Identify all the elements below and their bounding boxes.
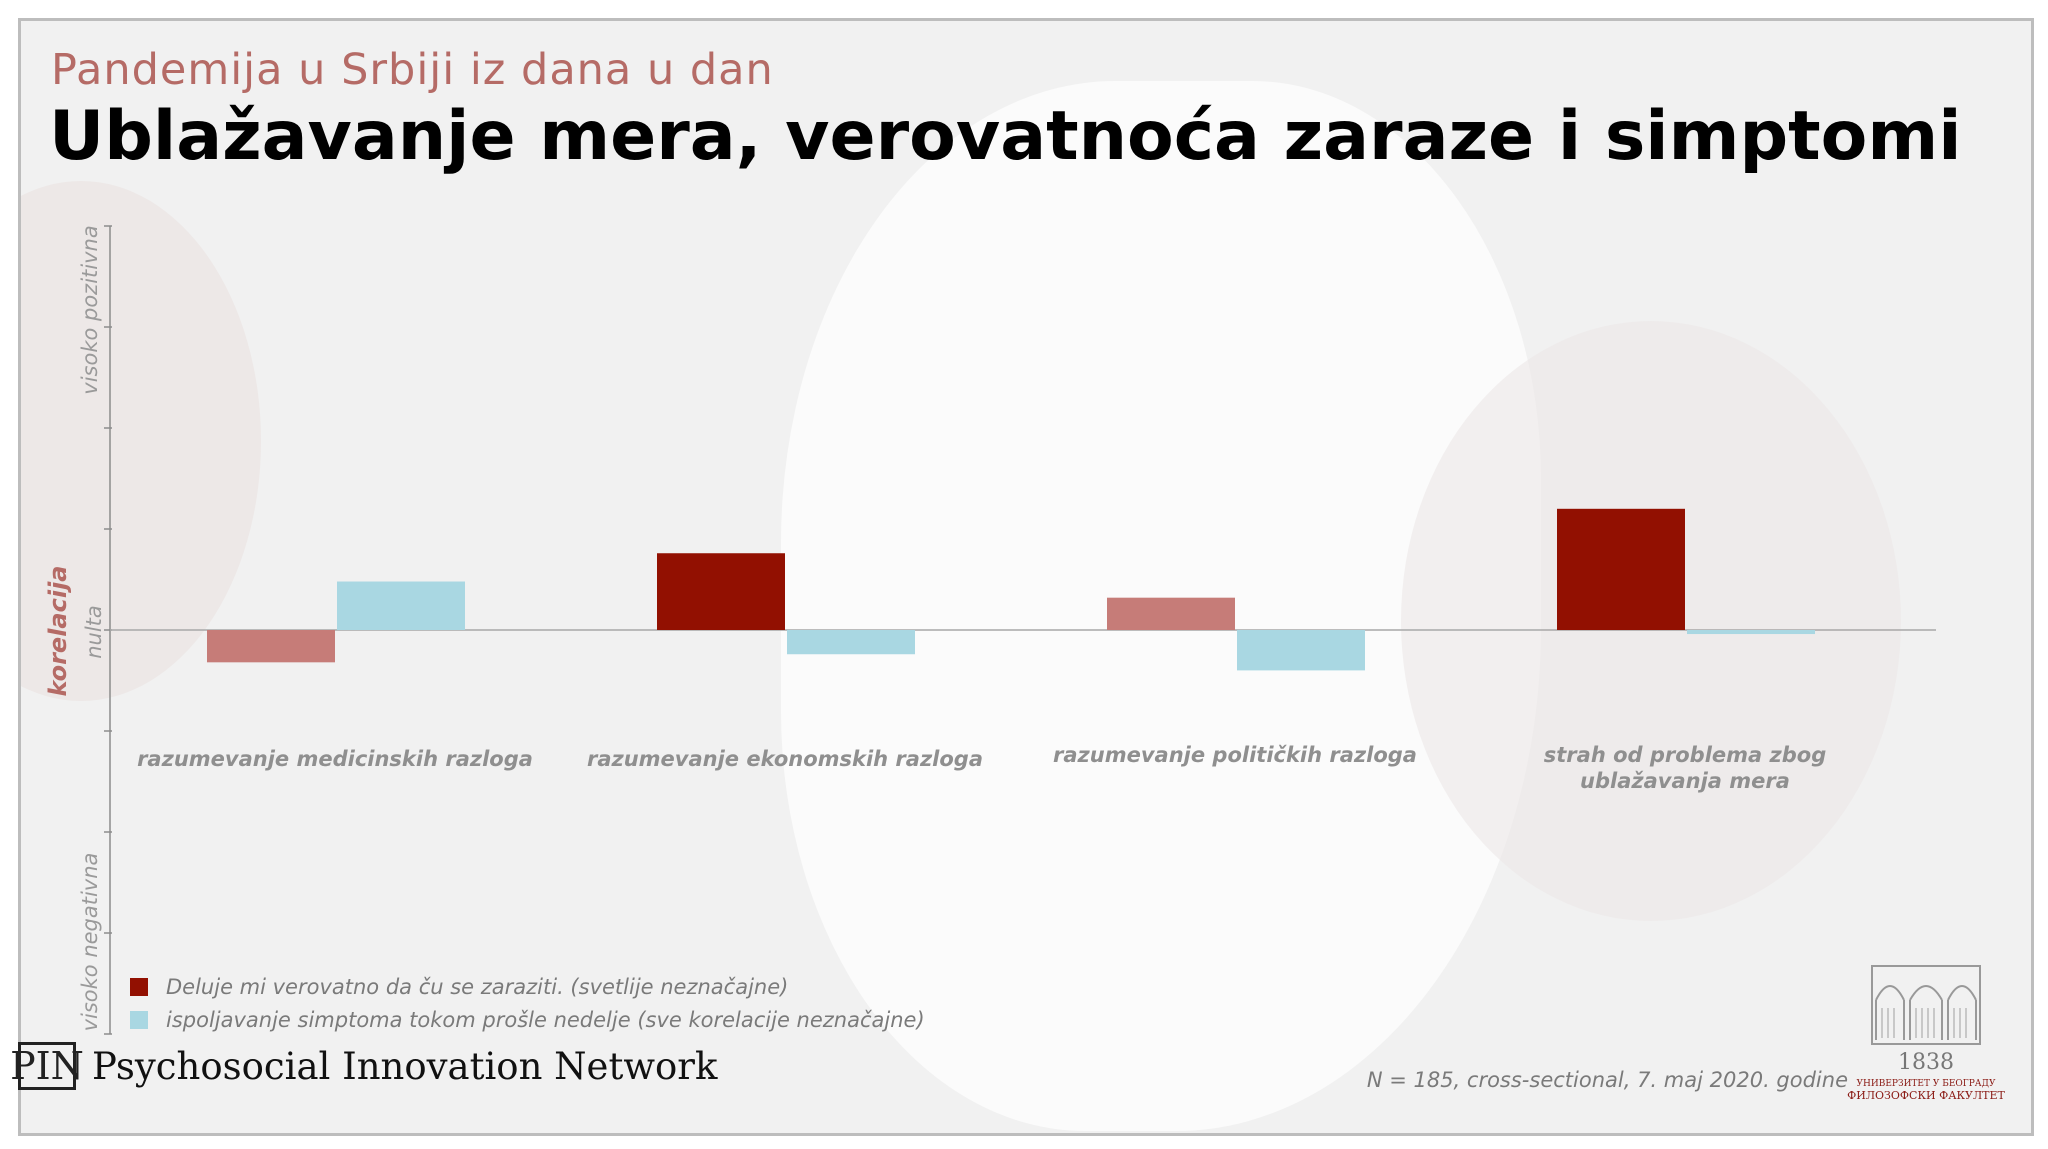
bar-series2-3 bbox=[1237, 630, 1365, 671]
university-logo: 1838 УНИВЕРЗИТЕТ У БЕОГРАДУ ФИЛОЗОФСКИ Ф… bbox=[1840, 960, 2012, 1102]
legend-label-series1: Deluje mi verovatno da ču se zaraziti. (… bbox=[166, 974, 789, 999]
category-label-line: razumevanje ekonomskih razloga bbox=[586, 747, 984, 771]
bar-series2-1 bbox=[337, 581, 465, 630]
legend-item-series1: Deluje mi verovatno da ču se zaraziti. (… bbox=[130, 970, 925, 1003]
bar-series2-4 bbox=[1687, 630, 1815, 635]
category-label-line: ublažavanja mera bbox=[1580, 769, 1790, 793]
legend-swatch-series2 bbox=[130, 1010, 148, 1029]
sample-note: N = 185, cross-sectional, 7. maj 2020. g… bbox=[1366, 1068, 1848, 1092]
y-label-top: visoko pozitivna bbox=[78, 225, 102, 395]
category-label-line: strah od problema zbog bbox=[1543, 743, 1827, 767]
arcade-building-icon bbox=[1871, 965, 1981, 1045]
category-label-2: razumevanje ekonomskih razloga bbox=[565, 746, 1005, 772]
faculty-name: ФИЛОЗОФСКИ ФАКУЛТЕТ bbox=[1847, 1089, 2005, 1102]
y-label-bottom: visoko negativna bbox=[78, 852, 102, 1032]
legend: Deluje mi verovatno da ču se zaraziti. (… bbox=[130, 970, 925, 1036]
category-label-3: razumevanje političkih razloga bbox=[1015, 742, 1455, 768]
pin-logo: PIN bbox=[10, 1042, 84, 1090]
slide-frame: Pandemija u Srbiji iz dana u dan Ublažav… bbox=[18, 18, 2034, 1136]
category-label-line: razumevanje medicinskih razloga bbox=[137, 747, 533, 771]
legend-label-series2: ispoljavanje simptoma tokom prošle nedel… bbox=[166, 1007, 925, 1032]
category-label-line: razumevanje političkih razloga bbox=[1053, 743, 1417, 767]
category-label-1: razumevanje medicinskih razloga bbox=[115, 746, 555, 772]
legend-swatch-series1 bbox=[130, 977, 148, 996]
brand: PIN Psychosocial Innovation Network bbox=[10, 1042, 718, 1090]
y-label-zero: nulta bbox=[82, 605, 106, 659]
brand-name: Psychosocial Innovation Network bbox=[92, 1044, 718, 1088]
bar-series1-1 bbox=[207, 630, 335, 663]
legend-item-series2: ispoljavanje simptoma tokom prošle nedel… bbox=[130, 1003, 925, 1036]
bar-series2-2 bbox=[787, 630, 915, 655]
university-name: УНИВЕРЗИТЕТ У БЕОГРАДУ bbox=[1856, 1079, 1996, 1089]
y-label-correlation: korelacija bbox=[44, 565, 72, 697]
bar-series1-3 bbox=[1107, 597, 1235, 630]
bar-series1-4 bbox=[1557, 508, 1685, 630]
category-label-4: strah od problema zbog ublažavanja mera bbox=[1465, 742, 1905, 794]
page-subtitle: Pandemija u Srbiji iz dana u dan bbox=[51, 45, 774, 95]
bar-series1-2 bbox=[657, 553, 785, 630]
page-title: Ublažavanje mera, verovatnoća zaraze i s… bbox=[49, 97, 1962, 176]
university-year: 1838 bbox=[1898, 1050, 1954, 1075]
